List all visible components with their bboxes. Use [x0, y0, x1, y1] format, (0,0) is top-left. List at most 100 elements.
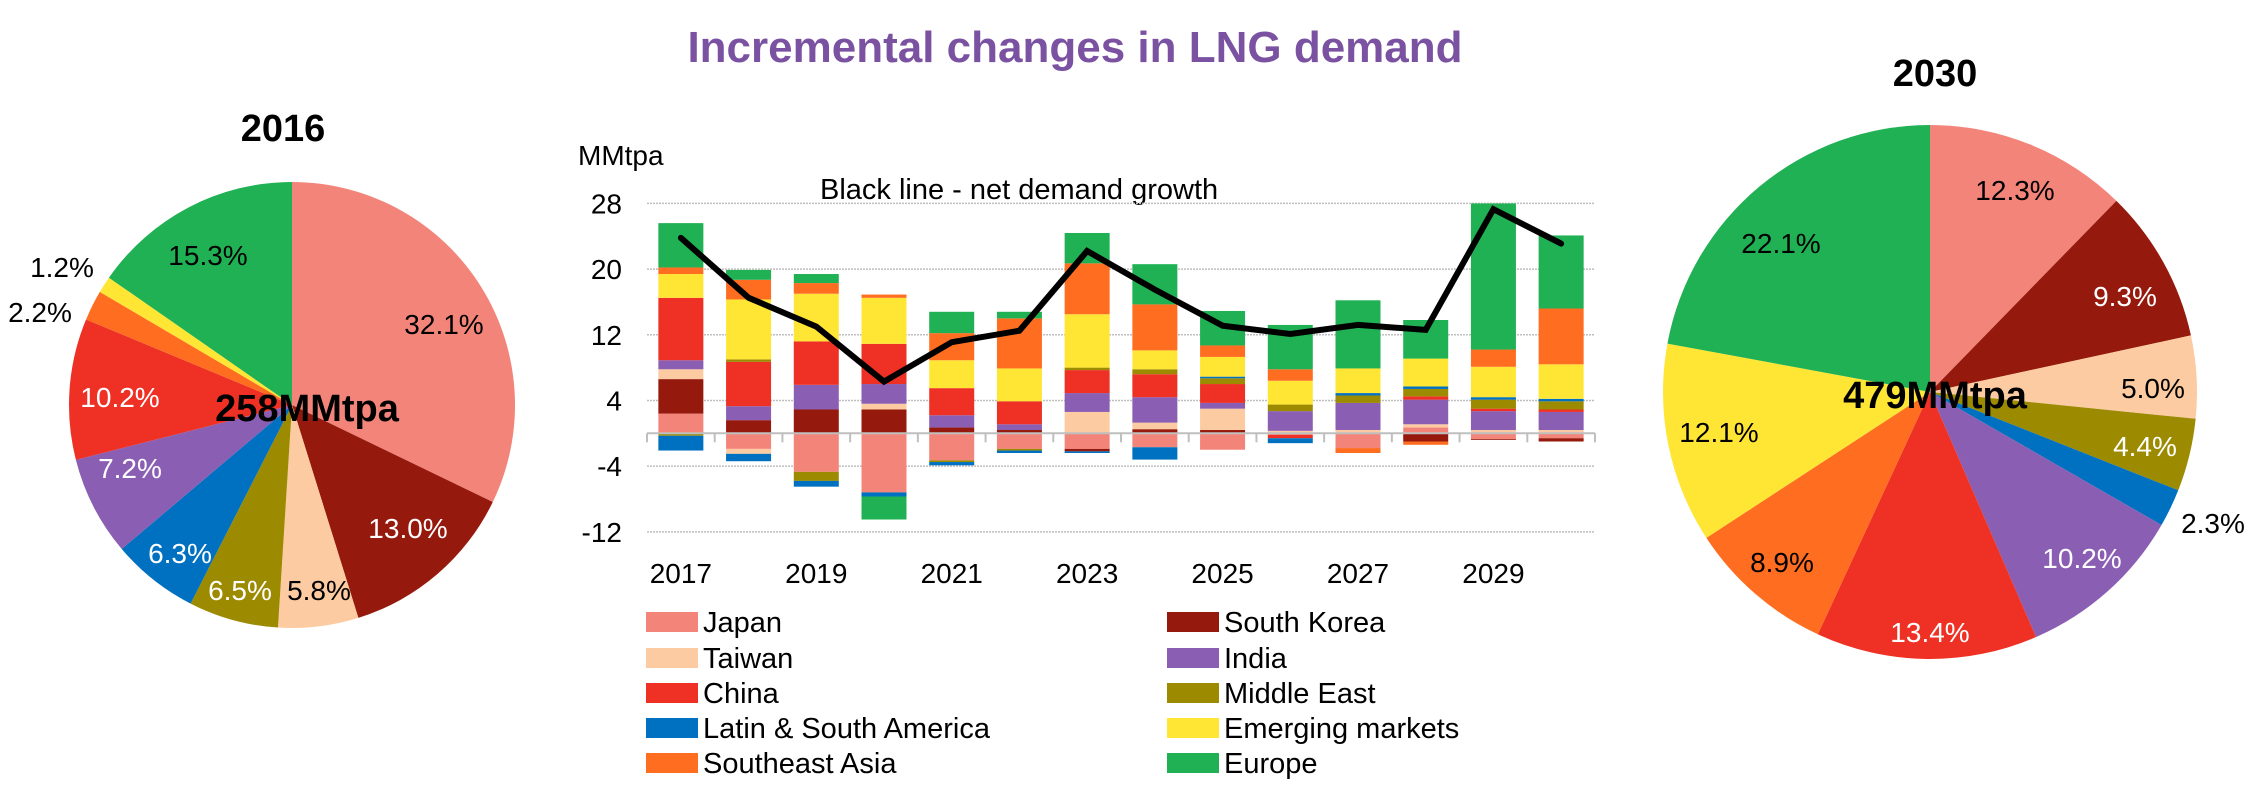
- bar-segment-middle-east: [929, 460, 975, 463]
- pie-slice-europe: [108, 182, 292, 405]
- bar-segment-southeast-asia: [1403, 441, 1449, 445]
- y-tick-label: 20: [591, 254, 622, 285]
- bar-segment-middle-east: [1267, 404, 1313, 412]
- pie-label-india: 7.2%: [98, 453, 162, 484]
- legend-swatch: [646, 718, 698, 738]
- bar-segment-latin-and-south-america: [929, 462, 975, 466]
- chart-annotation: Black line - net demand growth: [820, 174, 1218, 206]
- bar-segment-emerging-markets: [1335, 368, 1381, 394]
- bar-segment-europe: [793, 274, 839, 284]
- bar-segment-taiwan: [1335, 430, 1381, 434]
- pie-slice-india: [1930, 392, 2162, 638]
- pie-label-europe: 22.1%: [1741, 228, 1820, 259]
- pie-label-emerging-markets: 12.1%: [1679, 417, 1758, 448]
- pie-slice-europe: [1667, 125, 1930, 392]
- bar-segment-emerging-markets: [1132, 350, 1178, 370]
- pie-title-2030: 2030: [1893, 53, 1978, 95]
- pie-labels-2030: 12.3% 9.3% 5.0% 4.4% 2.3% 10.2% 13.4% 8.9% 12.1%…: [1679, 175, 2245, 648]
- bar-segment-taiwan: [1403, 424, 1449, 428]
- bar-segment-india: [658, 360, 704, 370]
- bar-segment-emerging-markets: [658, 274, 704, 298]
- bar-segment-latin-and-south-america: [1470, 397, 1516, 400]
- x-tick-label: 2019: [785, 558, 847, 589]
- bar-segment-southeast-asia: [1335, 448, 1381, 454]
- x-tick-label: 2021: [921, 558, 983, 589]
- bar-stack-2029: [1470, 203, 1516, 440]
- bar-segment-south-korea: [996, 430, 1042, 434]
- pie-label-middle-east: 4.4%: [2113, 431, 2177, 462]
- legend-swatch: [646, 753, 698, 773]
- pie-slice-india: [75, 405, 292, 549]
- legend-item-china: China: [646, 678, 780, 710]
- pie-slice-taiwan: [1930, 335, 2197, 419]
- bar-segment-middle-east: [793, 471, 839, 481]
- bar-segment-japan: [1470, 433, 1516, 440]
- y-tick-label: 12: [591, 320, 622, 351]
- x-tick-label: 2017: [650, 558, 712, 589]
- legend-item-middle-east: Middle East: [1167, 678, 1376, 710]
- legend-swatch: [646, 612, 698, 632]
- bar-segment-latin-and-south-america: [726, 453, 772, 462]
- bar-segment-south-korea: [1132, 429, 1178, 434]
- bar-segment-europe: [1335, 300, 1381, 369]
- bar-stack-2027: [1335, 300, 1381, 454]
- bar-segment-europe: [996, 311, 1042, 319]
- bar-segment-southeast-asia: [1267, 369, 1313, 381]
- legend-label: Southeast Asia: [703, 748, 897, 780]
- x-tick-label: 2029: [1462, 558, 1524, 589]
- bar-segment-middle-east: [1200, 378, 1246, 385]
- legend-swatch: [1167, 612, 1219, 632]
- pie-title-2016: 2016: [241, 108, 326, 150]
- net-demand-growth-line: [677, 205, 1565, 386]
- bar-segment-middle-east: [726, 359, 772, 362]
- bar-segment-india: [1470, 411, 1516, 431]
- bar-segment-china: [1403, 396, 1449, 400]
- pie-center-total-2016: 258MMtpa: [215, 388, 400, 430]
- bar-segment-china: [1200, 384, 1246, 403]
- pie-slice-japan: [292, 181, 516, 503]
- bar-segment-latin-and-south-america: [1200, 376, 1246, 379]
- pie-slice-south-korea: [292, 405, 493, 618]
- y-tick-label: 28: [591, 188, 622, 219]
- legend-item-japan: Japan: [646, 607, 782, 639]
- legend-label: Middle East: [1224, 678, 1376, 710]
- bar-segment-latin-and-south-america: [1267, 438, 1313, 444]
- bar-segment-middle-east: [1132, 369, 1178, 375]
- bar-stack-2020: [861, 294, 907, 520]
- bar-segment-south-korea: [1200, 430, 1246, 434]
- bar-segment-europe: [1470, 203, 1516, 350]
- bar-segment-china: [658, 297, 704, 361]
- legend-label: Taiwan: [703, 643, 793, 675]
- bar-segment-south-korea: [793, 409, 839, 434]
- bar-segment-india: [861, 384, 907, 404]
- bar-segment-latin-and-south-america: [996, 450, 1042, 453]
- bar-segment-latin-and-south-america: [1335, 393, 1381, 396]
- bar-segment-india: [996, 424, 1042, 431]
- legend-label: Europe: [1224, 748, 1318, 780]
- bar-segment-taiwan: [1200, 408, 1246, 431]
- pie-slice-southeast-asia: [1706, 392, 1930, 635]
- bar-segment-europe: [1538, 235, 1584, 309]
- bar-segment-china: [726, 361, 772, 407]
- x-tick-labels: 2017 2019 2021 2023 2025 2027 2029: [650, 558, 1525, 589]
- bar-segment-japan: [1064, 433, 1110, 449]
- bar-segment-south-korea: [861, 409, 907, 434]
- pie-slice-emerging-markets: [1662, 343, 1930, 538]
- pie-slice-emerging-markets: [99, 277, 292, 405]
- bar-segment-india: [726, 406, 772, 421]
- bar-segment-south-korea: [929, 427, 975, 434]
- pie-slice-taiwan: [277, 405, 359, 629]
- main-title: Incremental changes in LNG demand: [687, 23, 1462, 72]
- bar-segment-japan: [1132, 433, 1178, 448]
- pie-label-emerging-markets: 1.2%: [30, 252, 94, 283]
- legend-label: China: [703, 678, 780, 710]
- bar-segment-india: [1335, 402, 1381, 431]
- legend-item-europe: Europe: [1167, 748, 1318, 780]
- bar-segment-latin-and-south-america: [793, 480, 839, 487]
- pie-label-latin-and-south-america: 6.3%: [148, 538, 212, 569]
- bar-segment-middle-east: [1335, 395, 1381, 403]
- legend-swatch: [646, 683, 698, 703]
- pie-label-india: 10.2%: [2042, 543, 2121, 574]
- bar-segment-middle-east: [1470, 399, 1516, 409]
